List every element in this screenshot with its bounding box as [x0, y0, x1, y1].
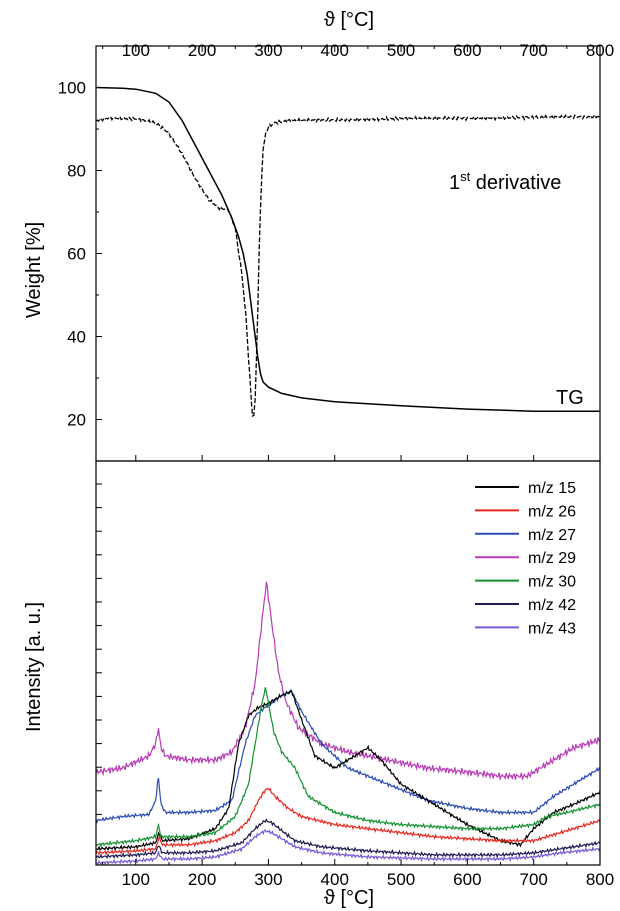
plot-frames: 100 100 200 200 300 300 400 400 500 500 600 600 700 7…: [58, 41, 615, 889]
bottom-x-tick-label: 200: [188, 870, 216, 889]
top-panel-frame: [95, 45, 601, 462]
top-y-tick-label: 100: [58, 79, 86, 98]
bottom-x-tick-label: 400: [321, 870, 349, 889]
series-line-m-z-15: [96, 689, 600, 852]
series-line-m-z-26: [96, 787, 600, 856]
bottom-panel-frame: [95, 460, 601, 866]
series-line-m-z-43: [96, 829, 600, 865]
top-x-tick-label: 700: [519, 41, 547, 60]
top-x-tick-label: 600: [453, 41, 481, 60]
top-plot-area: [96, 86, 600, 418]
bottom-series-group: [96, 581, 600, 865]
series-line-m-z-42: [96, 818, 600, 860]
top-y-tick-label: 20: [67, 411, 86, 430]
bottom-x-tick-label: 600: [453, 870, 481, 889]
legend-label: m/z 29: [528, 550, 576, 567]
top-series-group: [96, 86, 600, 418]
bottom-x-tick-label: 700: [519, 870, 547, 889]
legend-label: m/z 26: [528, 503, 576, 520]
top-x-tick-label: 500: [387, 41, 415, 60]
top-y-tick-label: 80: [67, 162, 86, 181]
top-x-tick-label: 800: [586, 41, 614, 60]
legend-label: m/z 27: [528, 527, 576, 544]
bottom-x-tick-label: 300: [254, 870, 282, 889]
top-x-tick-label: 300: [254, 41, 282, 60]
top-x-tick-label: 200: [188, 41, 216, 60]
top-x-axis-title: ϑ [°C]: [324, 9, 374, 31]
derivative-line: [96, 113, 600, 418]
bottom-x-tick-label: 800: [586, 870, 614, 889]
top-x-tick-label: 100: [122, 41, 150, 60]
intensity-axis-title: Intensity [a. u.]: [23, 602, 45, 732]
bottom-plot-area: [96, 581, 600, 865]
series-line-m-z-30: [96, 687, 600, 848]
top-y-tick-label: 40: [67, 328, 86, 347]
legend-label: m/z 30: [528, 574, 576, 591]
legend-label: m/z 15: [528, 480, 576, 497]
top-x-tick-label: 400: [321, 41, 349, 60]
legend-label: m/z 42: [528, 597, 576, 614]
top-y-tick-label: 60: [67, 245, 86, 264]
bottom-x-axis-title: ϑ [°C]: [324, 887, 374, 909]
bottom-x-tick-label: 500: [387, 870, 415, 889]
derivative-annotation: 1st derivative: [449, 169, 561, 194]
tg-annotation: TG: [556, 387, 584, 409]
series-line-m-z-29: [96, 581, 600, 782]
legend: m/z 15 m/z 26 m/z 27 m/z 29 m/z 30 m/z 42 m/z …: [475, 480, 576, 637]
series-line-m-z-27: [96, 688, 600, 824]
tg-line: [96, 86, 600, 412]
weight-axis-title: Weight [%]: [23, 222, 45, 318]
legend-label: m/z 43: [528, 620, 576, 637]
bottom-x-tick-label: 100: [122, 870, 150, 889]
